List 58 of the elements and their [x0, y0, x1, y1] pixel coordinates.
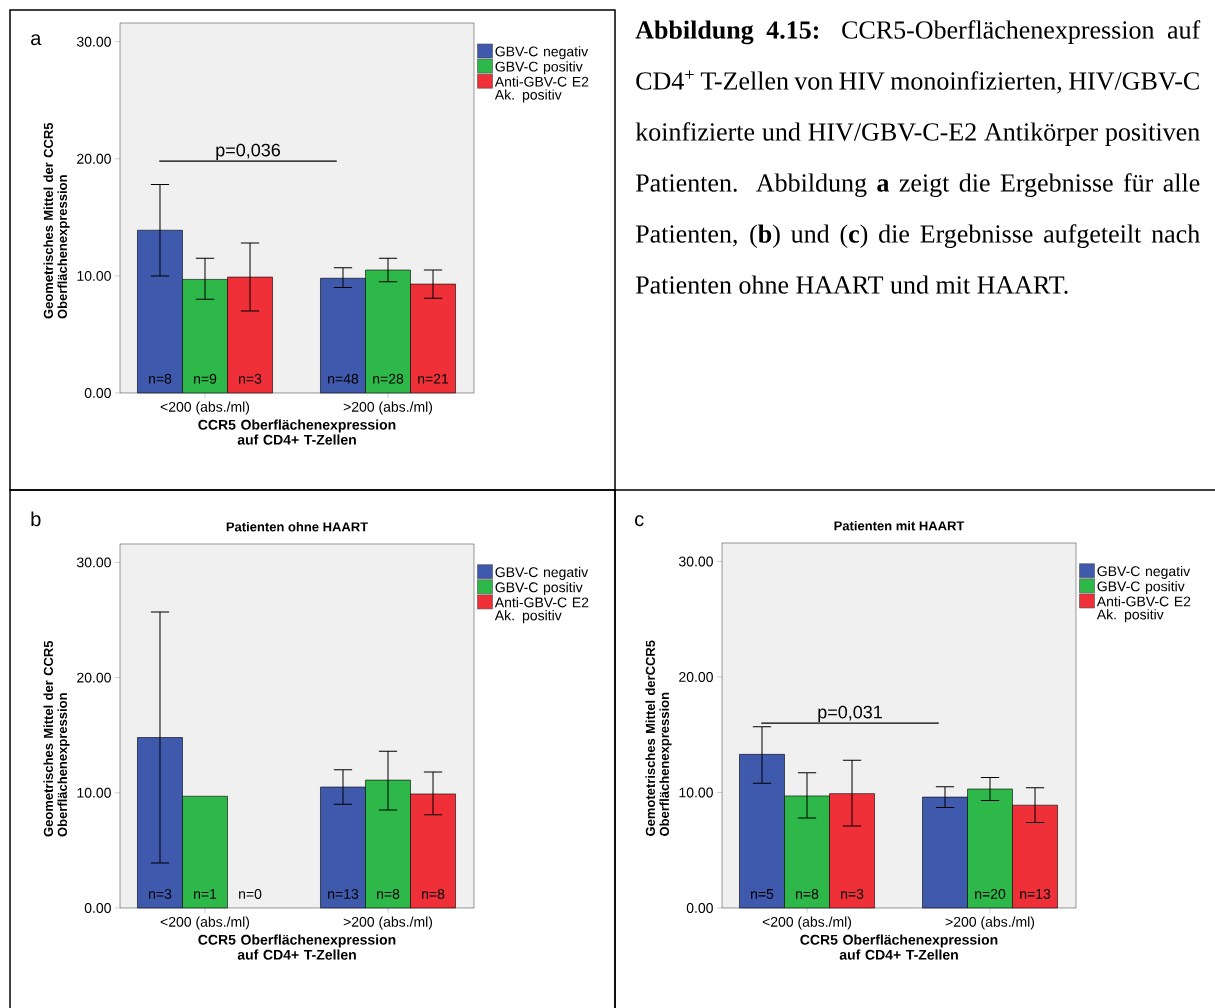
- annotation: p=0,036: [216, 143, 280, 160]
- annotation: n=8: [422, 888, 445, 899]
- chart-title: Patienten mit HAART: [834, 520, 965, 531]
- y-axis-title: Geometrisches Mittel der CCR5 Oberflächenexpression: [43, 122, 70, 319]
- text: a: [31, 34, 42, 46]
- annotation: n=28: [373, 373, 404, 384]
- legend-label: GBV-C negativ: [1097, 565, 1191, 579]
- annotation: n=48: [328, 373, 359, 384]
- y-tick-label: 30.00: [76, 36, 111, 47]
- annotation: n=13: [1020, 888, 1051, 899]
- legend-label: Anti-GBV-C E2 Ak. positiv: [494, 76, 589, 103]
- y-tick-label: 10.00: [77, 787, 111, 798]
- y-tick-label: 0.00: [84, 903, 111, 913]
- y-tick-label: 10.00: [679, 787, 713, 798]
- text: c: [635, 515, 644, 527]
- annotation: n=5: [751, 889, 774, 899]
- x-tick-label: >200 (abs./ml): [945, 916, 1035, 930]
- annotation: n=1: [194, 889, 217, 899]
- x-axis-title: CCR5 Oberflächenexpression auf CD4+ T-Zellen: [800, 934, 998, 960]
- legend-label: GBV-C negativ: [495, 566, 589, 580]
- legend-label: Anti-GBV-C E2 Ak. positiv: [1096, 596, 1191, 623]
- annotation: n=3: [149, 888, 172, 899]
- legend-label: GBV-C positiv: [1097, 581, 1185, 595]
- annotation: p=0,031: [818, 705, 882, 722]
- y-tick-label: 30.00: [678, 556, 713, 567]
- annotation: n=13: [328, 888, 359, 899]
- legend-label: Anti-GBV-C E2 Ak. positiv: [494, 597, 589, 624]
- legend-label: GBV-C positiv: [495, 61, 583, 75]
- x-tick-label: <200 (abs./ml): [160, 401, 250, 415]
- y-tick-label: 30.00: [76, 557, 111, 568]
- annotation: n=8: [796, 888, 819, 899]
- x-tick-label: >200 (abs./ml): [343, 401, 433, 415]
- x-tick-label: >200 (abs./ml): [343, 916, 433, 930]
- x-tick-label: <200 (abs./ml): [160, 916, 250, 930]
- y-axis-title: Geometrisches Mittel der CCR5 Oberflächenexpression: [43, 640, 70, 837]
- annotation: n=3: [841, 888, 864, 899]
- chart-title: Patienten ohne HAART: [226, 521, 368, 532]
- legend-label: GBV-C negativ: [495, 46, 589, 60]
- annotation: n=0: [239, 888, 262, 899]
- y-tick-label: 20.00: [77, 153, 111, 164]
- x-axis-title: CCR5 Oberflächenexpression auf CD4+ T-Zellen: [198, 934, 396, 960]
- annotation: n=20: [975, 888, 1006, 899]
- y-axis-title: Gemotetrisches Mittel derCCR5 Oberflächenexpression: [645, 640, 672, 836]
- annotation: n=21: [418, 373, 449, 384]
- y-tick-label: 0.00: [84, 388, 111, 398]
- annotation: n=8: [149, 373, 172, 384]
- text: b: [31, 511, 41, 527]
- y-tick-label: 20.00: [679, 672, 713, 682]
- annotation: n=3: [239, 373, 262, 384]
- x-axis-title: CCR5 Oberflächenexpression auf CD4+ T-Zellen: [198, 419, 396, 445]
- y-tick-label: 0.00: [686, 903, 713, 913]
- y-tick-label: 10.00: [77, 270, 111, 281]
- y-tick-label: 20.00: [77, 672, 111, 683]
- x-tick-label: <200 (abs./ml): [762, 916, 852, 930]
- text: Abbildung 4.15: CCR5-Oberflächenexpression auf CD4$^{+}$ T-Zellen von HIV monoinfizierten, HIV/GBV-C koinfizierte und HIV/GBV-C-E2 Antikörper positiven Patienten. Abbildung a zeigt die Ergebnisse für alle Patienten, (b) und (c) die Ergebnisse aufgeteilt nach Patienten ohne HAART und mit HAART.: [635, 20, 1201, 294]
- annotation: n=8: [377, 888, 400, 899]
- annotation: n=9: [194, 373, 217, 384]
- legend-label: GBV-C positiv: [495, 581, 583, 596]
